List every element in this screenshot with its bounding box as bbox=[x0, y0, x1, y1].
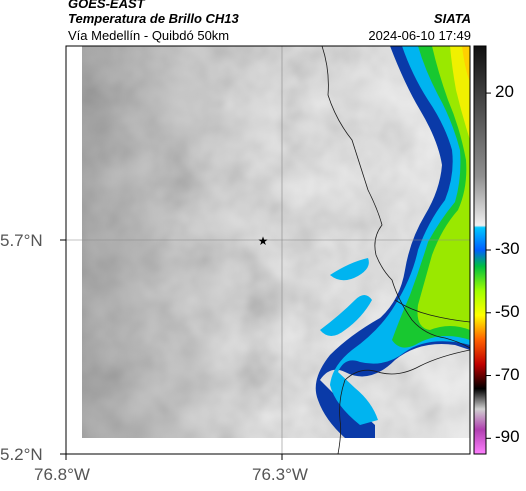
route-label: Vía Medellín - Quibdó 50km bbox=[68, 28, 230, 43]
x-tick-76.8: 76.8°W bbox=[34, 465, 90, 484]
colorbar bbox=[473, 45, 487, 455]
organization-label: SIATA bbox=[433, 11, 471, 26]
channel-title: Temperatura de Brillo CH13 bbox=[68, 11, 239, 26]
product-title: GOES-EAST bbox=[68, 0, 145, 11]
timestamp-label: 2024-06-10 17:49 bbox=[368, 28, 471, 43]
y-tick-5.2: 5.2°N bbox=[0, 445, 43, 464]
y-tick-5.7: 5.7°N bbox=[0, 231, 43, 250]
x-tick-76.3: 76.3°W bbox=[252, 465, 308, 484]
location-marker: ★ bbox=[258, 234, 269, 248]
colorbar-tick-label: -90 bbox=[495, 427, 520, 447]
plot-frame bbox=[65, 45, 471, 455]
colorbar-tick-label: -30 bbox=[495, 239, 520, 258]
colorbar-tick-label: -50 bbox=[495, 301, 520, 321]
colorbar-tick-label: 20 bbox=[495, 82, 514, 102]
colorbar-tick-label: -70 bbox=[495, 364, 520, 384]
